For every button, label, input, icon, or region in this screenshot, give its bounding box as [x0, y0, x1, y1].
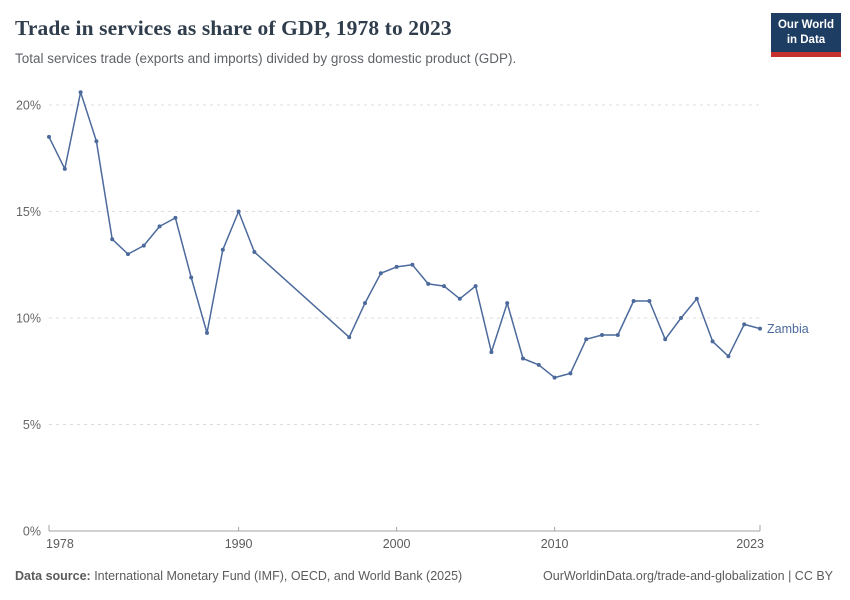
- data-point-marker: [489, 350, 494, 355]
- data-point-marker: [600, 333, 604, 337]
- footer-right: OurWorldinData.org/trade-and-globalizati…: [543, 569, 833, 583]
- data-point-marker: [457, 296, 462, 301]
- data-point-marker: [126, 252, 130, 257]
- data-source-label: Data source:: [15, 569, 91, 583]
- x-axis-tick-label: 1990: [225, 537, 253, 551]
- entity-label: Zambia: [767, 322, 809, 336]
- y-axis-tick-label: 20%: [16, 99, 41, 113]
- data-point-marker: [189, 275, 194, 280]
- data-point-marker: [173, 215, 178, 220]
- data-point-marker: [710, 339, 715, 344]
- data-point-marker: [78, 90, 83, 95]
- data-point-marker: [679, 316, 683, 320]
- data-point-marker: [521, 356, 525, 361]
- data-point-marker: [410, 262, 415, 267]
- x-axis-tick-label: 1978: [46, 537, 74, 551]
- data-point-marker: [252, 250, 257, 254]
- data-point-marker: [742, 322, 747, 327]
- y-axis-tick-label: 15%: [16, 205, 41, 219]
- data-point-marker: [615, 333, 620, 337]
- data-point-marker: [536, 362, 541, 367]
- data-point-marker: [663, 337, 668, 342]
- data-point-marker: [726, 354, 731, 359]
- data-point-marker: [568, 371, 573, 376]
- data-point-marker: [694, 296, 699, 301]
- data-point-marker: [110, 237, 115, 242]
- data-point-marker: [758, 326, 762, 331]
- data-point-marker: [426, 281, 431, 286]
- data-point-marker: [584, 337, 589, 342]
- page-title: Trade in services as share of GDP, 1978 …: [15, 16, 452, 40]
- x-axis-tick-label: 2010: [541, 537, 569, 551]
- data-source-text: International Monetary Fund (IMF), OECD,…: [90, 569, 463, 583]
- data-point-marker: [47, 134, 51, 139]
- data-point-marker: [62, 166, 67, 171]
- license-text: | CC BY: [784, 569, 833, 583]
- data-point-marker: [220, 247, 225, 252]
- data-point-marker: [347, 335, 352, 340]
- data-line-zambia: [48, 91, 761, 379]
- data-point-marker: [141, 243, 146, 248]
- data-point-marker: [631, 299, 636, 303]
- owid-logo-line2: in Data: [786, 33, 826, 46]
- chart-subtitle: Total services trade (exports and import…: [15, 51, 517, 66]
- y-axis-tick-label: 10%: [16, 312, 41, 326]
- data-point-marker: [473, 284, 478, 289]
- data-source: Data source: International Monetary Fund…: [15, 569, 462, 583]
- data-point-marker: [236, 209, 241, 214]
- x-axis-tick-label: 2000: [383, 537, 411, 551]
- data-point-marker: [363, 301, 367, 306]
- data-point-marker: [394, 264, 399, 269]
- data-point-marker: [442, 284, 446, 289]
- data-point-marker: [378, 271, 383, 276]
- owid-url-link[interactable]: OurWorldinData.org/trade-and-globalizati…: [543, 569, 785, 583]
- owid-logo: Our World in Data: [771, 13, 841, 57]
- x-axis-tick-label: 2023: [736, 537, 764, 551]
- y-axis-tick-label: 0%: [23, 525, 41, 539]
- data-point-marker: [505, 301, 510, 306]
- chart-footer: Data source: International Monetary Fund…: [15, 569, 833, 583]
- owid-logo-line1: Our World: [777, 19, 834, 31]
- data-point-marker: [552, 375, 557, 380]
- y-axis-tick-label: 5%: [23, 418, 41, 432]
- data-point-marker: [647, 299, 652, 303]
- data-point-marker: [94, 139, 99, 144]
- data-point-marker: [157, 224, 162, 229]
- data-point-marker: [205, 330, 209, 335]
